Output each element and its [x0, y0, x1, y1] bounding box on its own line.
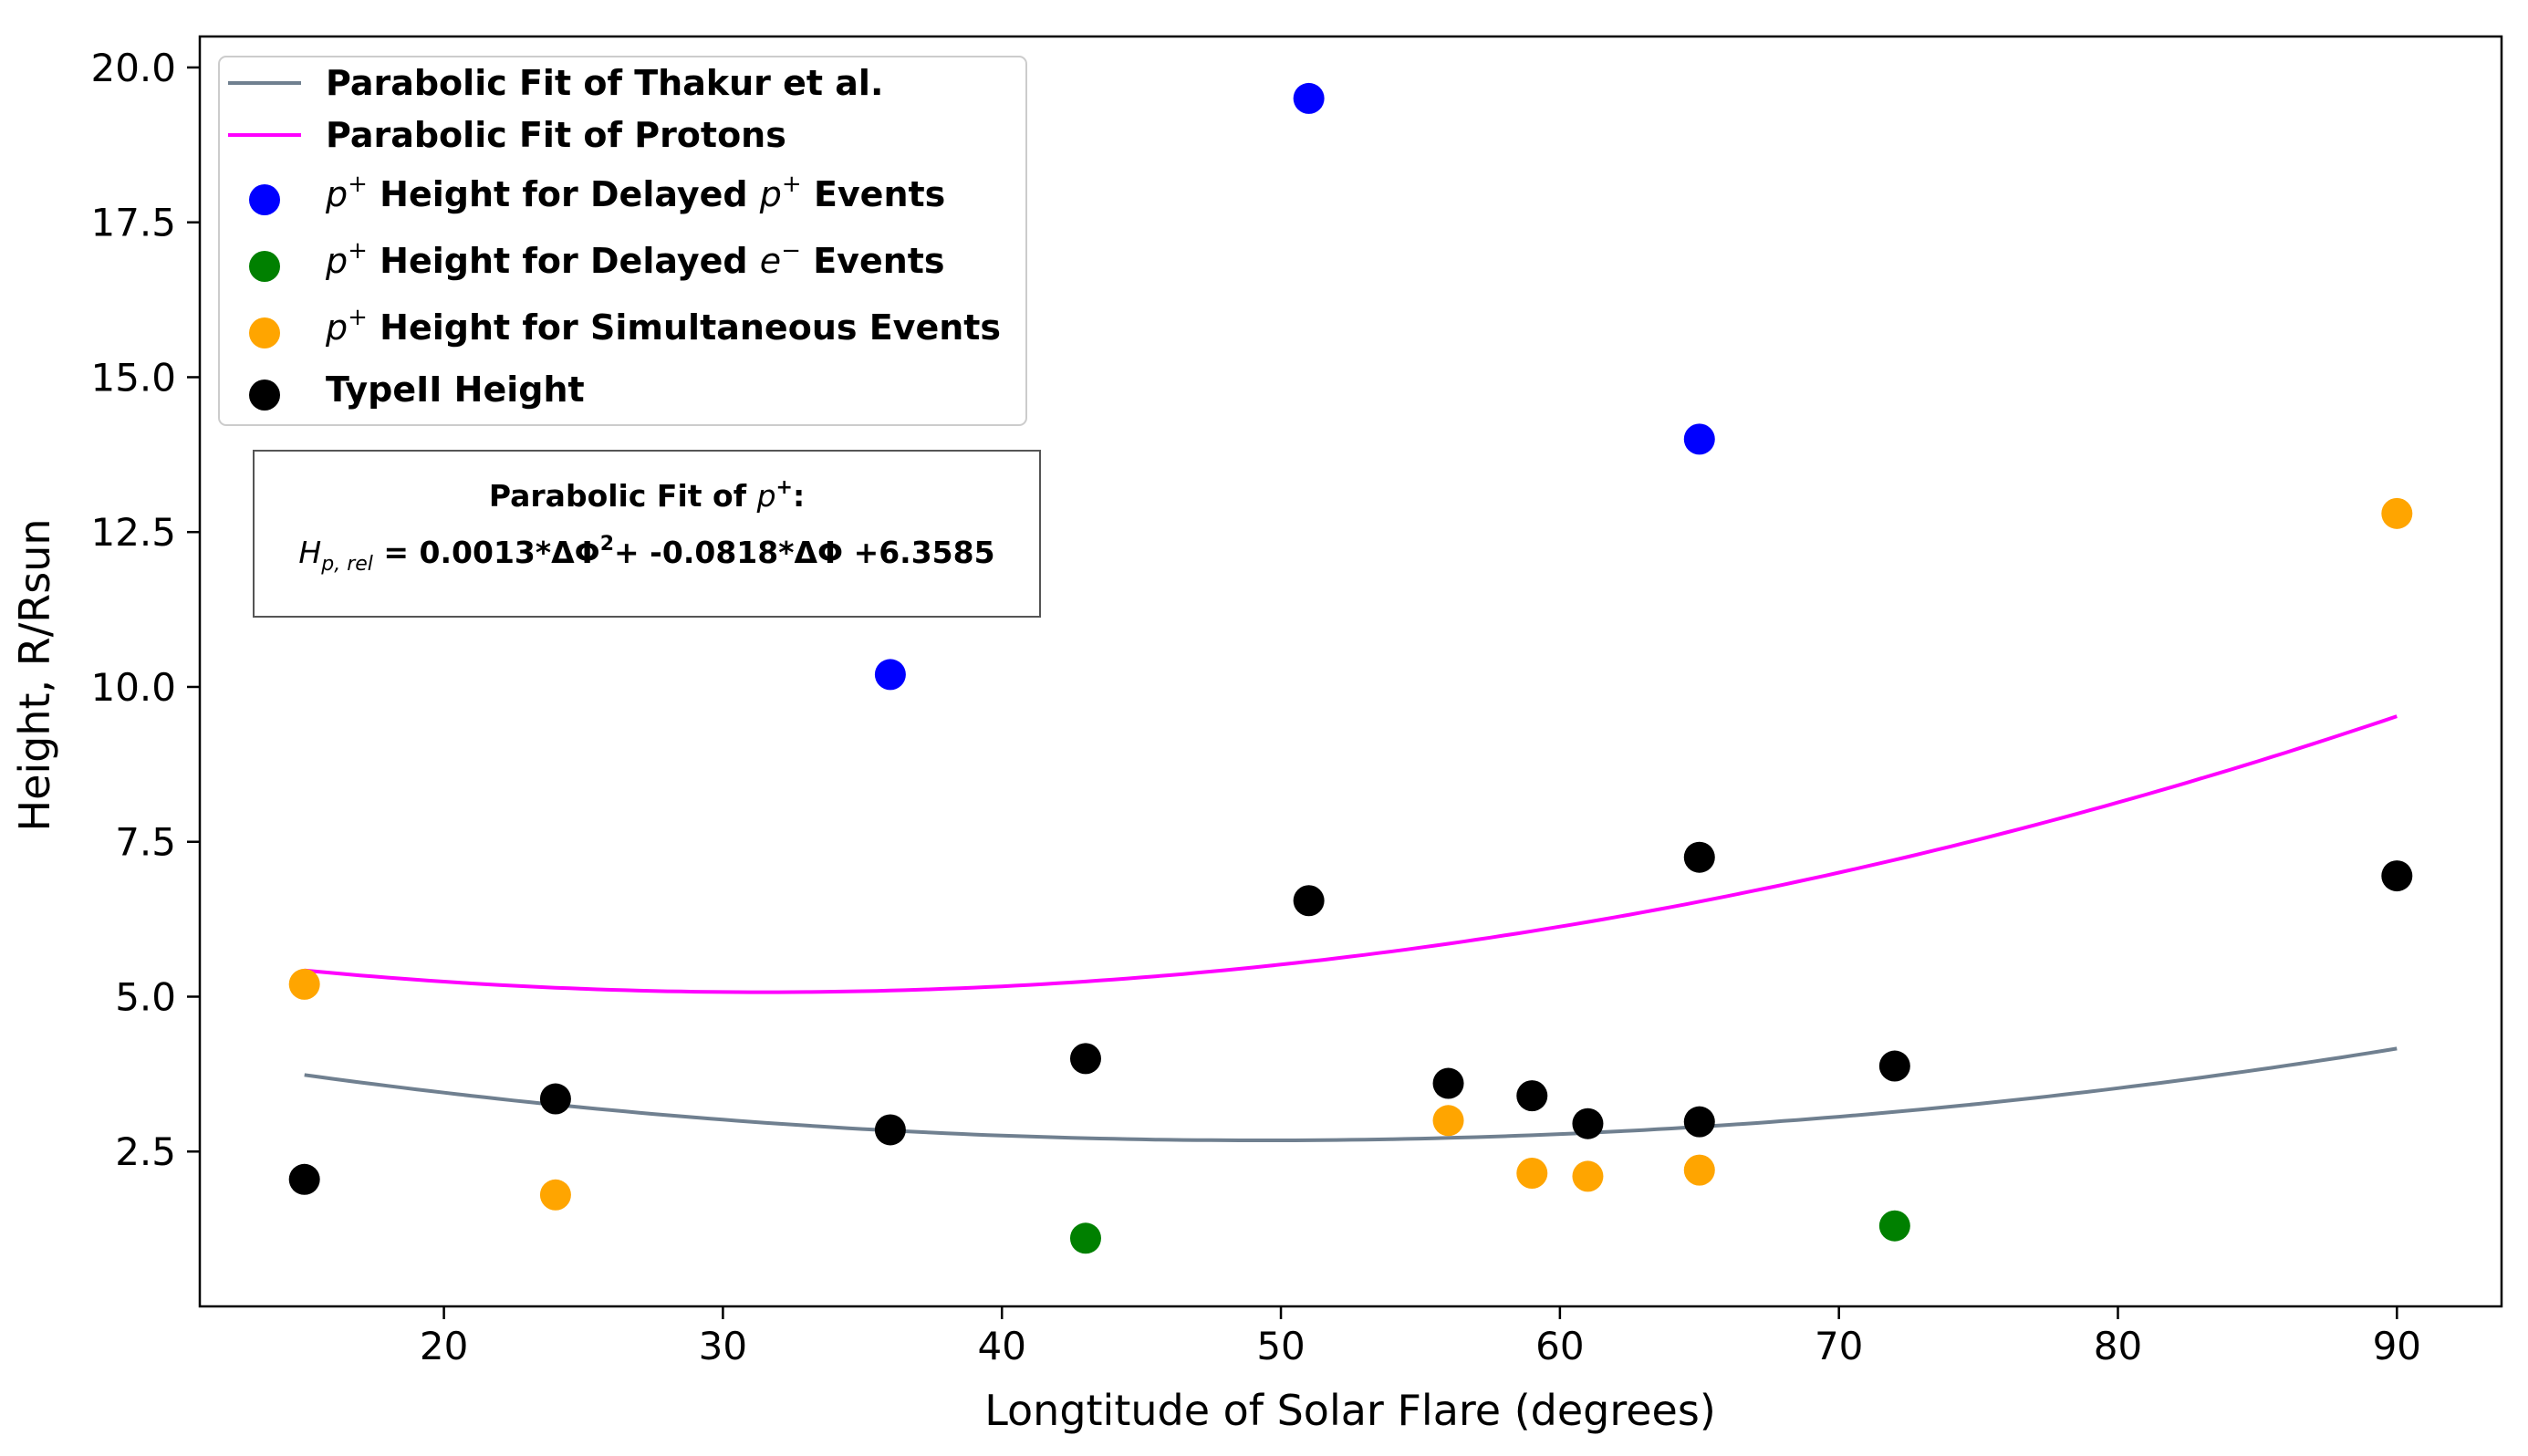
fit-line-2	[304, 714, 2398, 994]
axis-ticks: 20 30 40 50 60 70 80 90 2.5 5.0 7.5 10.0 12.5 15.0 17.…	[90, 46, 2421, 1368]
legend-label: p+ Height for Delayed p+ Events	[325, 171, 945, 214]
x-tick-label: 20	[420, 1324, 468, 1368]
data-point-series-4	[1572, 1108, 1604, 1139]
data-point-series-3	[2381, 497, 2413, 529]
fit-lines	[304, 714, 2398, 1142]
legend-label: TypeII Height	[326, 369, 585, 410]
legend-marker-swatch	[249, 317, 280, 348]
y-tick-label: 12.5	[90, 510, 176, 555]
data-point-series-3	[288, 968, 320, 1000]
data-point-series-3	[1572, 1160, 1604, 1192]
data-point-series-4	[1683, 841, 1715, 873]
data-point-series-4	[1878, 1050, 1910, 1082]
x-tick-label: 80	[2094, 1324, 2142, 1368]
x-tick-label: 40	[978, 1324, 1026, 1368]
legend-label: p+ Height for Delayed e− Events	[325, 237, 945, 281]
x-tick-label: 60	[1535, 1324, 1584, 1368]
annotation-equation: Hp, rel = 0.0013*ΔΦ2+ -0.0818*ΔΦ +6.3585	[298, 533, 994, 576]
data-point-series-4	[1432, 1067, 1464, 1099]
y-tick-label: 2.5	[115, 1129, 176, 1174]
fit-equation-box: Parabolic Fit of p+: Hp, rel = 0.0013*ΔΦ…	[253, 450, 1041, 618]
annotation-box	[253, 450, 1041, 618]
data-point-series-2	[1878, 1210, 1910, 1242]
data-point-series-4	[1069, 1043, 1101, 1075]
x-axis-label: Longtitude of Solar Flare (degrees)	[984, 1386, 1716, 1435]
legend-label: Parabolic Fit of Protons	[326, 115, 786, 155]
y-axis-label: Height, R/Rsun	[10, 518, 59, 831]
legend-marker-swatch	[249, 251, 280, 282]
data-point-series-1	[1683, 423, 1715, 455]
legend: Parabolic Fit of Thakur et al. Parabolic …	[218, 56, 1027, 426]
x-tick-label: 90	[2373, 1324, 2421, 1368]
data-point-series-3	[1516, 1158, 1548, 1190]
data-point-series-4	[1293, 885, 1325, 917]
y-tick-label: 5.0	[115, 974, 176, 1019]
y-tick-label: 15.0	[90, 355, 176, 400]
data-point-series-4	[874, 1114, 906, 1146]
annotation-title: Parabolic Fit of p+:	[489, 476, 805, 514]
data-point-series-4	[288, 1163, 320, 1195]
data-point-series-4	[539, 1083, 571, 1115]
x-tick-label: 70	[1815, 1324, 1863, 1368]
data-point-series-3	[539, 1179, 571, 1211]
data-point-series-4	[1683, 1106, 1715, 1138]
x-tick-label: 50	[1256, 1324, 1305, 1368]
data-point-series-3	[1432, 1105, 1464, 1137]
legend-marker-swatch	[249, 380, 280, 411]
data-point-series-4	[2381, 860, 2413, 892]
data-points	[288, 82, 2413, 1254]
legend-label: p+ Height for Simultaneous Events	[325, 304, 1001, 348]
x-tick-label: 30	[699, 1324, 747, 1368]
fit-line-1	[304, 1046, 2398, 1142]
y-tick-label: 20.0	[90, 46, 176, 90]
y-tick-label: 7.5	[115, 820, 176, 865]
data-point-series-3	[1683, 1154, 1715, 1186]
data-point-series-2	[1069, 1222, 1101, 1254]
data-point-series-1	[1293, 82, 1325, 114]
data-point-series-1	[874, 659, 906, 691]
legend-marker-swatch	[249, 184, 280, 215]
y-tick-label: 17.5	[90, 201, 176, 245]
y-tick-label: 10.0	[90, 665, 176, 710]
legend-box	[218, 56, 1027, 426]
legend-label: Parabolic Fit of Thakur et al.	[326, 63, 883, 103]
data-point-series-4	[1516, 1080, 1548, 1112]
